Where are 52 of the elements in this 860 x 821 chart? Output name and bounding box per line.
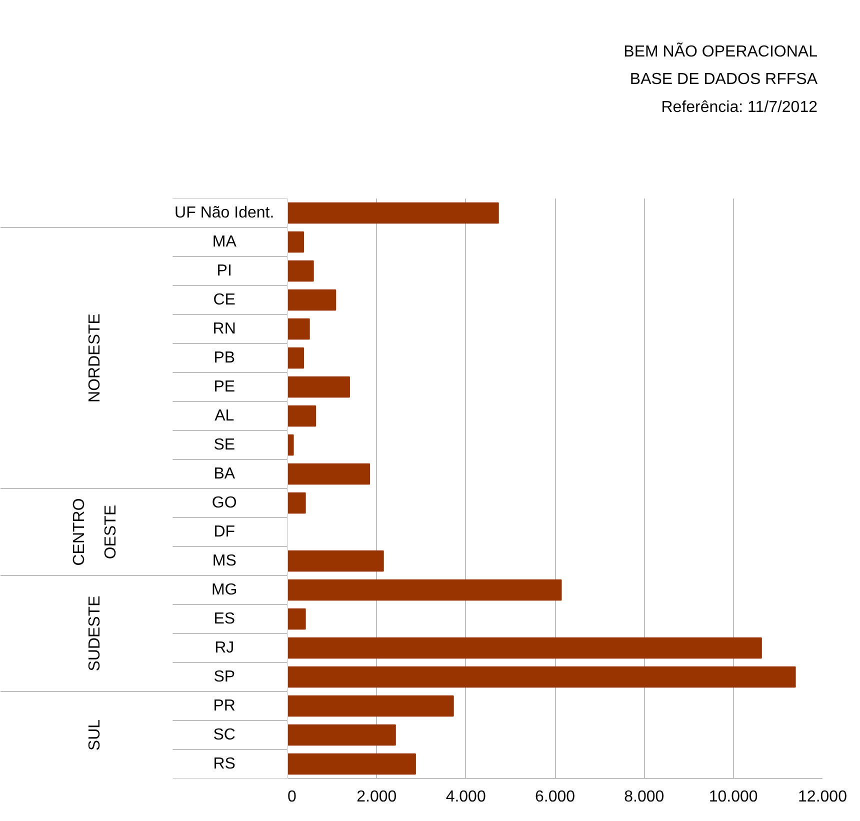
text: NORDESTE (86, 314, 104, 402)
bar (288, 753, 416, 775)
text: SUL (86, 719, 104, 751)
bar (288, 695, 454, 717)
x-tick-label: 6.000 (534, 788, 576, 806)
bar (288, 289, 336, 311)
x-tick-label: 10.000 (708, 788, 758, 806)
y-tick-label: CE (213, 292, 236, 308)
y-tick-label: PR (213, 698, 236, 714)
text: CENTRO OESTE (70, 498, 120, 566)
y-tick-label: MA (212, 234, 237, 250)
x-tick-label: 0 (288, 788, 296, 806)
y-tick-label: DF (214, 524, 236, 540)
bar (288, 608, 306, 630)
bar (288, 434, 294, 456)
bar (288, 231, 304, 253)
x-tick-label: 8.000 (624, 788, 664, 806)
bar (288, 347, 304, 369)
bar (288, 550, 384, 572)
bar (288, 492, 306, 514)
bar (288, 405, 316, 427)
x-tick-label: 2.000 (356, 788, 397, 806)
bar (288, 579, 562, 601)
chart-title: BEM NÃO OPERACIONAL (624, 41, 818, 60)
y-tick-label: SP (214, 668, 236, 686)
y-tick-label: MS (212, 552, 236, 570)
y-tick-label: PB (214, 350, 236, 366)
bar (288, 260, 314, 282)
y-tick-label: SC (213, 726, 236, 744)
y-tick-label: UF Não Ident. (174, 204, 274, 222)
y-tick-label: PE (214, 378, 236, 396)
y-tick-label: ES (214, 610, 236, 628)
text: SUDESTE (86, 596, 104, 672)
y-tick-label: SE (214, 436, 236, 454)
bar (288, 637, 762, 659)
x-tick-label: 12.000 (798, 788, 848, 806)
y-tick-label: RN (212, 320, 236, 338)
bar (288, 318, 310, 340)
y-tick-label: PI (216, 262, 232, 280)
bar (288, 202, 499, 224)
y-tick-label: RJ (214, 640, 234, 656)
bar (288, 666, 796, 688)
bar (288, 463, 370, 485)
chart-subtitle: BASE DE DADOS RFFSA Referência: 11/7/2012 (630, 71, 818, 116)
y-tick-label: BA (214, 466, 236, 482)
bar (288, 724, 396, 746)
y-tick-label: AL (214, 408, 234, 424)
y-tick-label: MG (211, 582, 238, 598)
y-tick-label: GO (212, 494, 237, 512)
y-tick-label: RS (213, 756, 236, 772)
bar (288, 376, 350, 398)
x-tick-label: 4.000 (446, 788, 486, 806)
